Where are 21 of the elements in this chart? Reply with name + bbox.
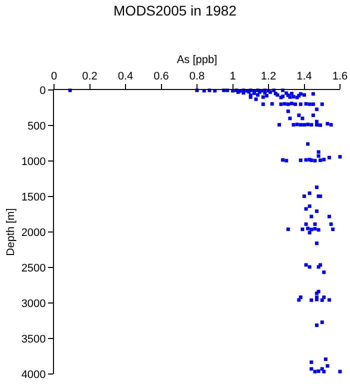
chart-title: MODS2005 in 1982: [114, 2, 237, 19]
y-axis-title: Depth [m]: [4, 208, 17, 256]
y-tick-label: 1500: [21, 191, 46, 204]
x-tick-label: 1.6: [332, 70, 348, 83]
x-tick-label: 1.4: [296, 70, 312, 83]
x-tick-label: 0.8: [189, 70, 205, 83]
x-tick-label: 0.6: [154, 70, 169, 83]
y-tick-label: 0: [40, 84, 46, 97]
y-tick-label: 4000: [21, 368, 46, 381]
y-tick-label: 3500: [21, 333, 46, 346]
x-tick-label: 0.2: [82, 70, 98, 83]
y-tick-label: 1000: [21, 156, 46, 168]
x-tick-label: 1.2: [260, 70, 276, 83]
y-tick-label: 2500: [21, 262, 46, 274]
x-tick-label: 0.4: [118, 70, 134, 83]
x-axis-title: As [ppb]: [176, 54, 218, 66]
y-tick-label: 3000: [21, 298, 46, 310]
x-tick-label: 0: [50, 70, 58, 83]
x-tick-label: 1: [230, 70, 236, 83]
y-tick-label: 500: [27, 120, 46, 132]
y-tick-label: 2000: [21, 226, 46, 239]
